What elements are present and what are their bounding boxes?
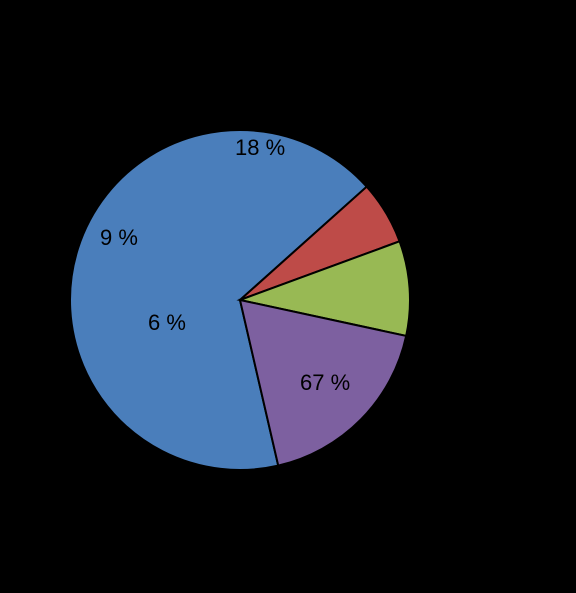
slice-label-2: 9 % [100,225,138,251]
pie-svg [0,0,576,593]
pie-chart: 67 % 6 % 9 % 18 % [0,0,576,593]
slice-label-0: 67 % [300,370,350,396]
slice-label-3: 18 % [235,135,285,161]
slice-label-1: 6 % [148,310,186,336]
